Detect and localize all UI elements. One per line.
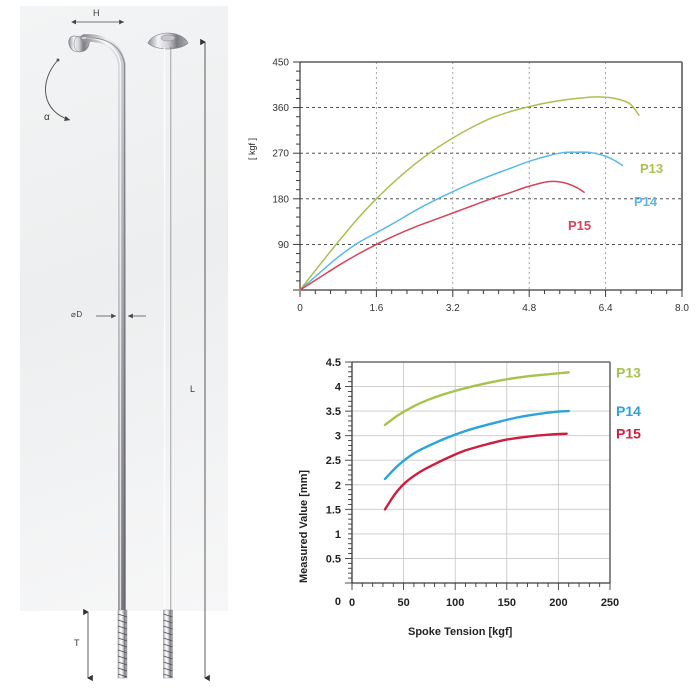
top-chart-x-tick: 4.8 bbox=[522, 303, 536, 314]
bottom-chart-x-axis-title: Spoke Tension [kgf] bbox=[408, 626, 513, 638]
bottom-chart-label-p15: P15 bbox=[616, 426, 641, 442]
dimension-label-diameter: ⌀D bbox=[71, 310, 83, 319]
top-chart-y-tick: 360 bbox=[272, 103, 289, 114]
top-chart-label-p13: P13 bbox=[640, 161, 663, 176]
bottom-chart-y-tick: 0.5 bbox=[326, 553, 341, 565]
bottom-chart-y-tick: 2.5 bbox=[326, 455, 341, 467]
bottom-chart-y-tick: 4.5 bbox=[326, 357, 341, 369]
dimension-label-L: L bbox=[190, 384, 196, 394]
top-chart-y-tick: 90 bbox=[278, 240, 290, 251]
bottom-chart-y-tick: 3.5 bbox=[326, 406, 341, 418]
top-chart-y-tick: 450 bbox=[272, 58, 289, 69]
top-chart-x-tick: 6.4 bbox=[599, 303, 613, 314]
top-chart-x-tick: 0 bbox=[297, 303, 303, 314]
bottom-chart-y-tick-zero: 0 bbox=[335, 596, 341, 608]
bottom-chart-x-tick: 0 bbox=[349, 597, 355, 609]
bottom-chart-y-tick: 4 bbox=[335, 382, 342, 394]
bottom-chart-x-tick: 150 bbox=[498, 597, 516, 609]
j-bend-spoke-thread bbox=[117, 609, 128, 679]
top-chart-label-p14: P14 bbox=[634, 194, 658, 209]
top-chart-x-tick: 8.0 bbox=[675, 303, 689, 314]
load-elongation-chart: 90 180 270 360 450 0 1.6 3.2 4.8 6.4 8.0 P13 P14 P15 … bbox=[247, 40, 700, 325]
bottom-chart-y-axis-title: Measured Value [mm] bbox=[298, 469, 310, 583]
bottom-chart-x-tick: 100 bbox=[446, 597, 464, 609]
tension-measurement-chart: 0.5 1 1.5 2 2.5 3 3.5 4 4.5 0 0 50 100 150 200 250 P13 P1… bbox=[290, 348, 700, 658]
bottom-chart-y-tick: 2 bbox=[335, 480, 341, 492]
top-chart-y-axis-title: [ kgf ] bbox=[247, 137, 257, 160]
bottom-chart-y-tick: 1 bbox=[335, 529, 341, 541]
tension-measurement-chart-svg: 0.5 1 1.5 2 2.5 3 3.5 4 4.5 0 0 50 100 150 200 250 P13 P1… bbox=[326, 357, 641, 609]
top-chart-series-p15 bbox=[299, 180, 585, 291]
bottom-chart-y-tick: 1.5 bbox=[326, 504, 341, 516]
top-chart-label-p15: P15 bbox=[568, 218, 591, 233]
bottom-chart-series-p13 bbox=[383, 371, 570, 427]
load-elongation-chart-svg: 90 180 270 360 450 0 1.6 3.2 4.8 6.4 8.0 P13 P14 P15 bbox=[272, 58, 689, 315]
bottom-chart-x-tick: 200 bbox=[549, 597, 567, 609]
dimension-label-H: H bbox=[93, 8, 100, 18]
bottom-chart-x-tick: 250 bbox=[601, 597, 619, 609]
top-chart-y-tick: 180 bbox=[272, 194, 289, 205]
bottom-chart-series-p15 bbox=[383, 432, 568, 511]
top-chart-x-tick: 3.2 bbox=[446, 303, 460, 314]
bottom-chart-y-tick: 3 bbox=[335, 431, 341, 443]
bottom-chart-series-p14 bbox=[383, 409, 570, 481]
straight-pull-spoke-thread bbox=[163, 609, 173, 679]
straight-pull-spoke-head bbox=[147, 32, 189, 50]
j-bend-spoke-shaft bbox=[80, 34, 126, 616]
spoke-drawing-svg bbox=[45, 19, 210, 682]
dimension-label-T: T bbox=[74, 638, 80, 648]
top-chart-y-tick: 270 bbox=[272, 149, 289, 160]
bottom-chart-x-tick: 50 bbox=[397, 597, 409, 609]
bottom-chart-label-p14: P14 bbox=[616, 403, 641, 419]
top-chart-x-tick: 1.6 bbox=[369, 303, 383, 314]
dimension-label-alpha: α bbox=[44, 112, 51, 123]
top-chart-series-p13 bbox=[299, 96, 640, 291]
dimension-alpha-arc bbox=[45, 58, 71, 122]
bottom-chart-label-p13: P13 bbox=[616, 364, 641, 380]
spoke-drawing-panel: H α ⌀D L T bbox=[0, 0, 248, 700]
top-chart-series-p14 bbox=[299, 151, 624, 291]
